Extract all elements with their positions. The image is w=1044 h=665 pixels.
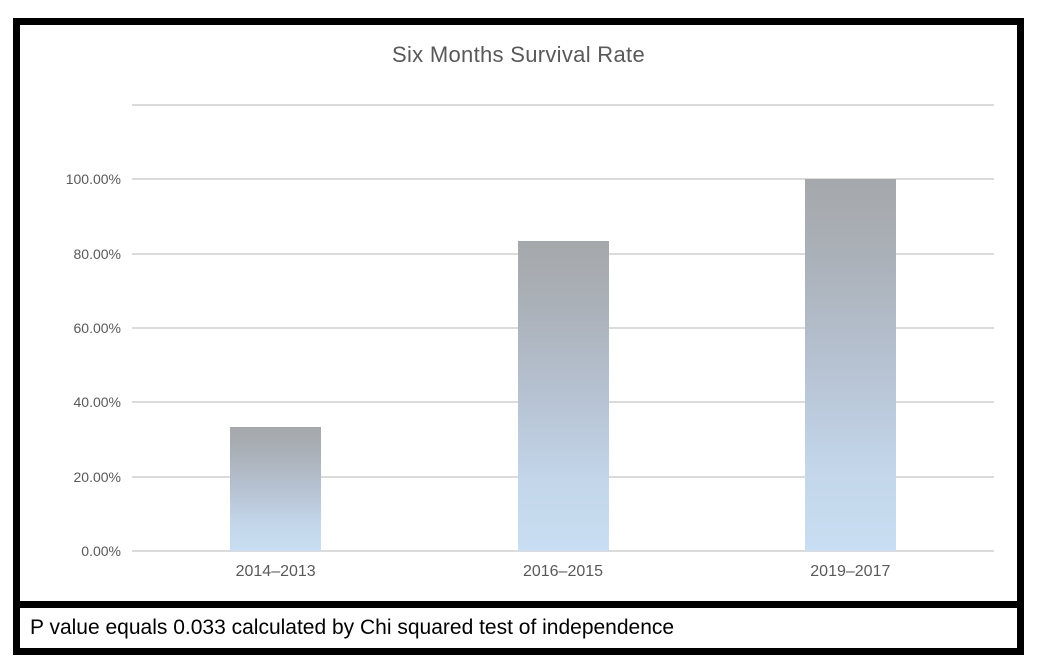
p-value-caption: P value equals 0.033 calculated by Chi s…	[30, 616, 675, 639]
y-tick-label: 80.00%	[73, 245, 121, 262]
chart-frame: Six Months Survival Rate 0.00% 20.00% 40.0…	[13, 18, 1024, 655]
x-category-label: 2016–2015	[522, 563, 604, 580]
caption-box: P value equals 0.033 calculated by Chi s…	[20, 601, 1017, 648]
x-category-label: 2014–2013	[235, 563, 316, 580]
gridline	[132, 178, 994, 181]
x-category-label: 2019–2017	[810, 563, 891, 580]
bar	[230, 427, 322, 551]
y-tick-label: 60.00%	[73, 320, 121, 336]
gridline	[132, 104, 994, 106]
bar	[804, 179, 896, 551]
plot-area	[132, 104, 994, 552]
gridline	[132, 550, 994, 552]
chart-title: Six Months Survival Rate	[392, 42, 645, 67]
y-tick-label: 40.00%	[73, 394, 121, 411]
y-tick-label: 100.00%	[65, 171, 121, 188]
y-tick-label: 0.00%	[81, 543, 121, 559]
y-tick-label: 20.00%	[73, 468, 121, 485]
chart-area: Six Months Survival Rate 0.00% 20.00% 40.0…	[20, 25, 1017, 601]
bar	[517, 241, 609, 551]
